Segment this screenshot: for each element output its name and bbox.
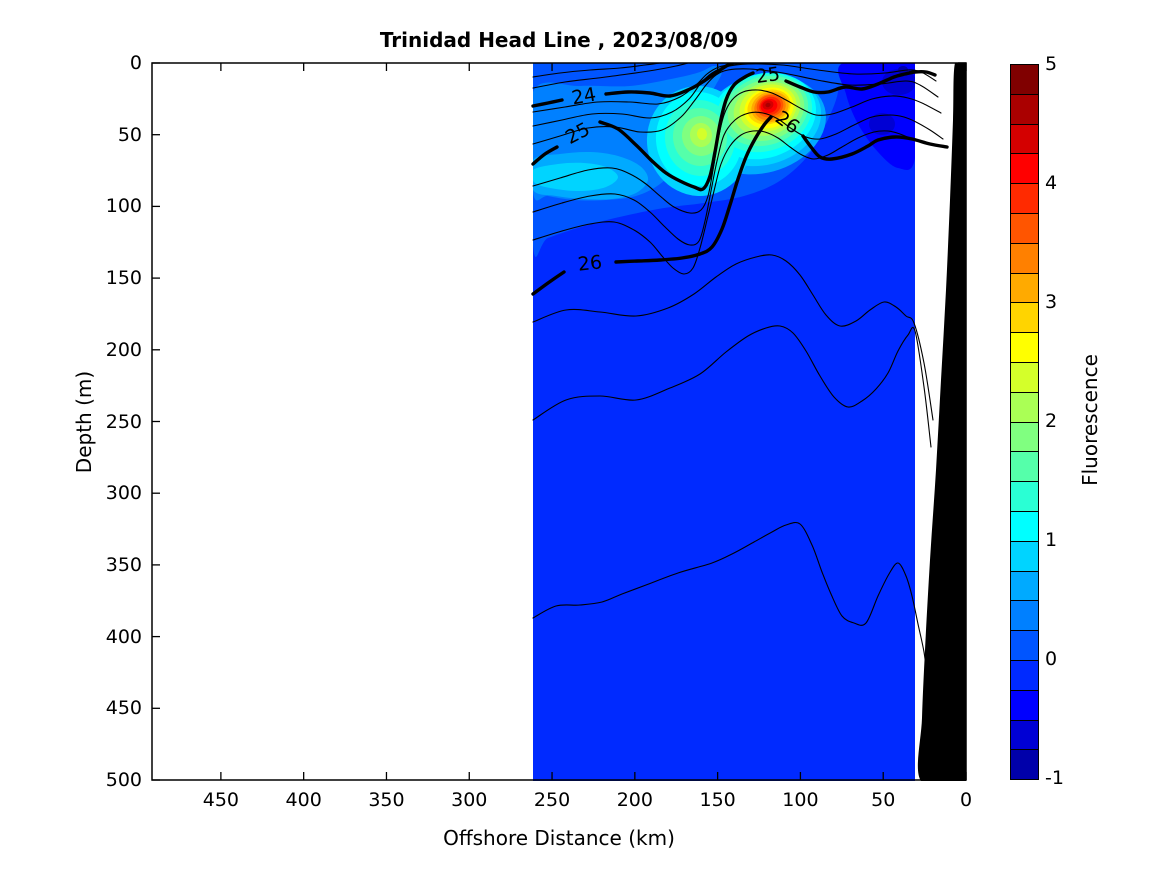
colorbar-segment: [1011, 601, 1038, 632]
colorbar-segment: [1011, 720, 1038, 751]
x-tick-label: 300: [451, 789, 488, 811]
colorbar-segment: [1011, 392, 1038, 423]
colorbar-segment: [1011, 213, 1038, 244]
bathymetry-mask: [917, 63, 966, 781]
y-tick-label: 450: [105, 697, 142, 720]
colorbar-segment: [1011, 660, 1038, 691]
colorbar-tick-label: 3: [1045, 291, 1058, 313]
colorbar-tick-label: 1: [1045, 529, 1058, 551]
y-tick-label: 250: [105, 410, 142, 433]
plot-title: Trinidad Head Line , 2023/08/09: [379, 28, 739, 52]
colorbar-segment: [1011, 571, 1038, 602]
x-tick-label: 350: [368, 789, 405, 811]
colorbar-segment: [1011, 273, 1038, 304]
colorbar-segment: [1011, 541, 1038, 572]
colorbar-segment: [1011, 482, 1038, 512]
x-tick-label: 400: [285, 789, 322, 811]
y-tick-label: 200: [105, 338, 142, 361]
y-tick-label: 150: [105, 267, 142, 290]
colorbar-segment: [1011, 94, 1038, 125]
contour-label-24: 24: [570, 84, 598, 110]
colorbar-segment: [1011, 690, 1038, 721]
y-tick-label: 0: [129, 52, 142, 74]
colorbar-segment: [1011, 362, 1038, 393]
contour-label-26: 26: [577, 251, 603, 275]
x-axis-label: Offshore Distance (km): [443, 826, 675, 850]
colorbar-tick-label: 2: [1045, 410, 1058, 432]
colorbar-segment: [1011, 750, 1038, 780]
colorbar-segment: [1011, 422, 1038, 453]
x-tick-label: 50: [871, 789, 896, 811]
colorbar-segment: [1011, 184, 1038, 214]
fluorescence-field: [533, 63, 915, 781]
y-tick-label: 500: [105, 769, 142, 791]
colorbar-segment: [1011, 303, 1038, 334]
colorbar-segment: [1011, 243, 1038, 274]
tick-marks: [152, 62, 967, 781]
colorbar-tick-label: 4: [1045, 172, 1058, 194]
colorbar-tick-label: 5: [1045, 53, 1058, 75]
colorbar-segment: [1011, 511, 1038, 542]
colorbar-segment: [1011, 452, 1038, 483]
density-contours: [531, 63, 949, 677]
colorbar-segment: [1011, 124, 1038, 155]
y-tick-label: 350: [105, 553, 142, 576]
colorbar-segment: [1011, 65, 1038, 95]
x-tick-label: 150: [699, 789, 736, 811]
x-tick-label: 100: [782, 789, 819, 811]
x-tick-label: 450: [202, 789, 239, 811]
y-tick-label: 100: [105, 195, 142, 218]
colorbar: [1010, 64, 1039, 780]
contour-label-25: 25: [754, 63, 781, 88]
colorbar-tick-label: -1: [1045, 767, 1064, 789]
x-tick-label: 0: [959, 789, 973, 811]
x-tick-label: 200: [616, 789, 653, 811]
x-tick-label: 250: [533, 789, 571, 811]
colorbar-label: Fluorescence: [1078, 354, 1102, 486]
colorbar-tick-label: 0: [1045, 648, 1058, 670]
y-tick-label: 400: [105, 625, 142, 648]
y-tick-label: 50: [117, 123, 142, 146]
colorbar-segment: [1011, 333, 1038, 363]
y-tick-label: 300: [105, 482, 142, 505]
colorbar-segment: [1011, 154, 1038, 185]
colorbar-segment: [1011, 631, 1038, 661]
